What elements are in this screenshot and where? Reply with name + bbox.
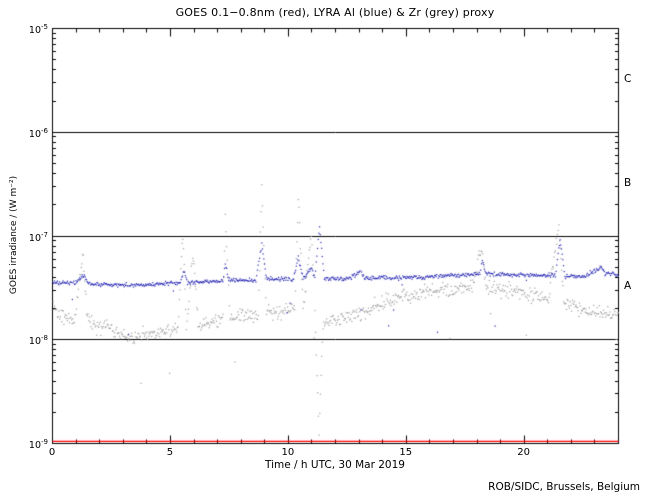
- x-tick-label: 15: [399, 447, 413, 458]
- y-tick-label: 10-5: [28, 23, 48, 37]
- x-tick-label: 10: [281, 447, 295, 458]
- flare-class-label: C: [624, 72, 632, 85]
- flare-class-label: A: [624, 280, 632, 293]
- credit-text: ROB/SIDC, Brussels, Belgium: [488, 481, 640, 493]
- y-tick-label: 10-9: [28, 438, 48, 452]
- x-tick-label: 0: [48, 447, 56, 458]
- x-axis-label: Time / h UTC, 30 Mar 2019: [265, 459, 405, 471]
- x-tick-label: 20: [517, 447, 531, 458]
- y-tick-label: 10-8: [28, 334, 48, 348]
- x-tick-label: 5: [166, 447, 174, 458]
- y-tick-label: 10-7: [28, 230, 48, 244]
- flare-class-label: B: [624, 176, 632, 189]
- y-tick-label: 10-6: [28, 126, 48, 140]
- chart-title: GOES 0.1−0.8nm (red), LYRA Al (blue) & Z…: [175, 6, 495, 19]
